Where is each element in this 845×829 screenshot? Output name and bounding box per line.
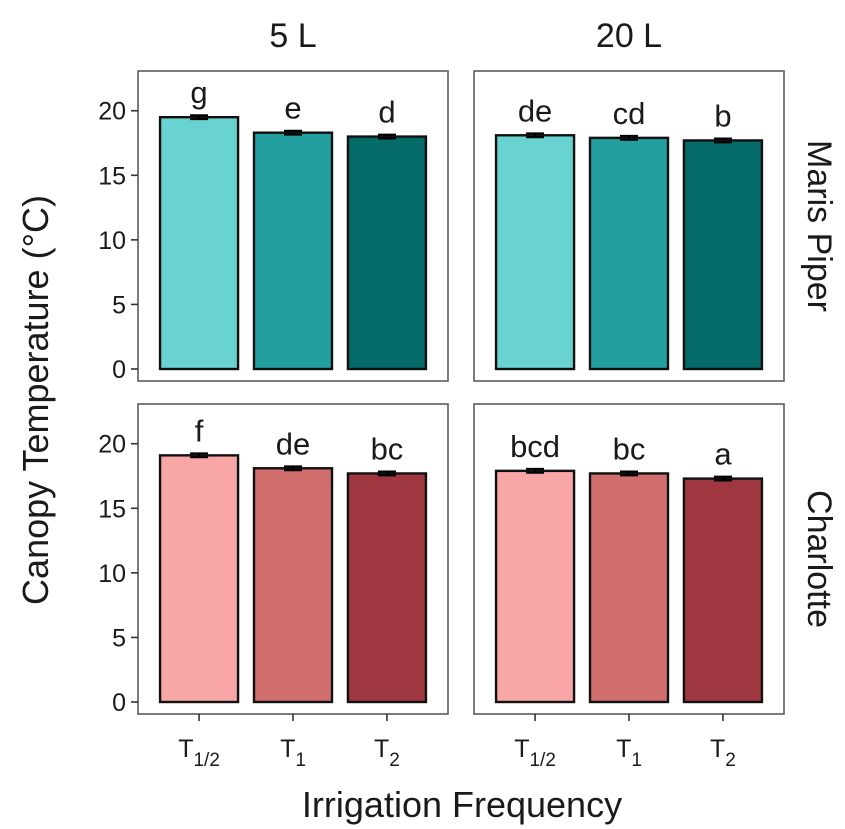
bar <box>682 139 764 371</box>
bar <box>494 134 576 371</box>
y-tick-label: 15 <box>98 495 126 523</box>
x-tick-label: T1 <box>280 735 306 771</box>
x-tick-label: T2 <box>374 735 400 771</box>
bar <box>252 131 334 371</box>
significance-letter: bc <box>371 431 404 466</box>
significance-letter: bc <box>613 431 646 466</box>
y-tick-label: 20 <box>98 98 126 126</box>
facet-panel: 0 5 10 15 20 f de bc T1/2 T1 T2 <box>98 403 449 771</box>
significance-letter: cd <box>613 96 646 131</box>
significance-letter: a <box>714 437 732 472</box>
y-tick-label: 10 <box>98 227 126 255</box>
significance-letter: e <box>284 91 301 126</box>
bar <box>346 135 428 371</box>
bar <box>682 477 764 704</box>
facet-column-label: 5 L <box>269 17 316 55</box>
y-axis-title: Canopy Temperature (°C) <box>15 195 56 605</box>
y-tick-label: 10 <box>98 560 126 588</box>
significance-letter: de <box>518 93 552 128</box>
significance-letter: bcd <box>510 429 560 464</box>
facet-panel: bcd bc a T1/2 T1 T2 <box>473 403 785 771</box>
y-tick-label: 15 <box>98 162 126 190</box>
x-tick-label: T2 <box>710 735 736 771</box>
significance-letter: d <box>378 95 395 130</box>
significance-letter: g <box>190 75 207 110</box>
plot-area: 5 L 20 L Maris Piper Charlotte 0 5 10 15 20 g e d de… <box>98 17 838 771</box>
x-tick-label: T1 <box>616 735 642 771</box>
y-tick-label: 5 <box>112 624 126 652</box>
significance-letter: b <box>714 98 731 133</box>
x-axis-title: Irrigation Frequency <box>302 784 622 825</box>
facet-panel: 0 5 10 15 20 g e d <box>98 70 449 384</box>
y-tick-label: 0 <box>112 356 126 384</box>
x-tick-label: T1/2 <box>178 735 220 771</box>
bar <box>346 472 428 704</box>
facet-row-label: Charlotte <box>800 490 838 628</box>
bar <box>588 472 670 704</box>
bar <box>588 136 670 371</box>
y-tick-label: 0 <box>112 689 126 717</box>
y-tick-label: 20 <box>98 431 126 459</box>
bar <box>494 469 576 704</box>
significance-letter: f <box>195 413 204 448</box>
bar <box>158 454 240 704</box>
bar <box>158 115 240 371</box>
facet-column-label: 20 L <box>596 17 662 55</box>
facet-panel: de cd b <box>473 70 785 382</box>
bar <box>252 467 334 704</box>
facet-row-label: Maris Piper <box>800 140 838 312</box>
significance-letter: de <box>276 426 310 461</box>
y-tick-label: 5 <box>112 291 126 319</box>
x-tick-label: T1/2 <box>514 735 556 771</box>
